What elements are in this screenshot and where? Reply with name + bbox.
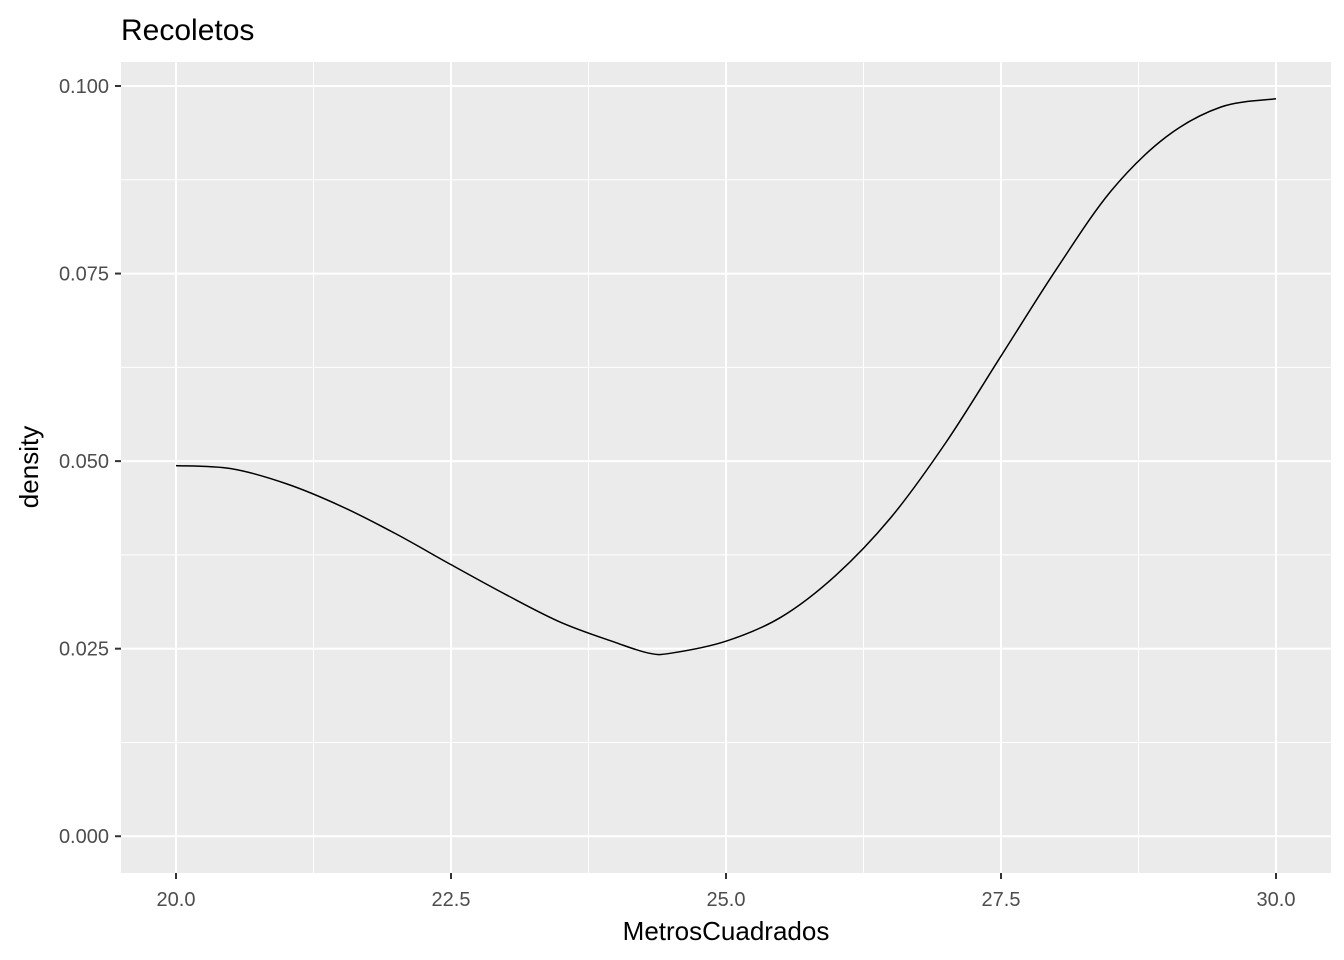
chart-title: Recoletos	[121, 14, 254, 47]
x-axis: 20.0 22.5 25.0 27.5 30.0	[157, 873, 1296, 911]
y-tick-label: 0.025	[59, 639, 109, 661]
y-axis: 0.000 0.025 0.050 0.075 0.100	[59, 76, 121, 848]
x-tick-label: 25.0	[707, 889, 746, 911]
major-gridlines	[121, 62, 1331, 873]
y-tick-label: 0.000	[59, 826, 109, 848]
x-tick-label: 20.0	[157, 889, 196, 911]
y-tick-label: 0.050	[59, 451, 109, 473]
y-axis-label: density	[14, 426, 44, 508]
x-tick-label: 22.5	[432, 889, 471, 911]
x-tick-label: 30.0	[1257, 889, 1296, 911]
density-line	[175, 98, 1277, 656]
x-tick-label: 27.5	[982, 889, 1021, 911]
y-tick-label: 0.075	[59, 264, 109, 286]
y-tick-label: 0.100	[59, 76, 109, 98]
x-axis-label: MetrosCuadrados	[623, 916, 830, 946]
